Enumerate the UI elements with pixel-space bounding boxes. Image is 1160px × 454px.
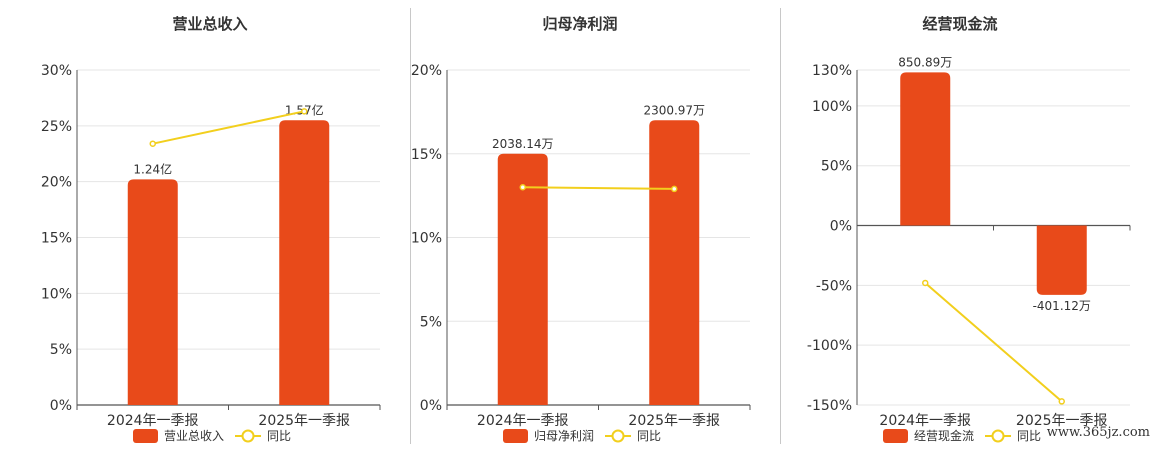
y-tick-label: 130% <box>812 63 852 79</box>
watermark: www.365jz.com <box>1046 425 1150 440</box>
legend-label: 同比 <box>267 429 291 443</box>
legend-line-marker <box>241 429 255 443</box>
chart-title: 营业总收入 <box>172 15 247 33</box>
y-tick-label: 0% <box>50 398 72 414</box>
legend-line-marker <box>611 429 625 443</box>
line-point <box>922 279 929 287</box>
line-point <box>1058 398 1065 405</box>
y-tick-label: -50% <box>816 278 852 294</box>
bar <box>649 120 700 405</box>
data-label: 1.24亿 <box>133 161 172 176</box>
data-label: 850.89万 <box>898 55 952 69</box>
series-line <box>924 282 1063 403</box>
x-tick-label: 2025年一季报 <box>628 413 720 429</box>
legend-label: 归母净利润 <box>534 429 594 443</box>
y-tick-label: 10% <box>411 231 442 247</box>
line-point <box>301 108 308 115</box>
x-tick-label: 2025年一季报 <box>1016 413 1108 429</box>
line-point <box>671 185 678 193</box>
y-tick-label: 100% <box>812 99 852 115</box>
y-tick-label: 5% <box>420 314 442 330</box>
y-tick-label: 10% <box>41 286 72 302</box>
bar <box>900 72 951 226</box>
panel-divider <box>780 8 781 444</box>
x-tick-label: 2025年一季报 <box>258 413 350 429</box>
legend-line-marker <box>991 429 1005 443</box>
chart-title: 归母净利润 <box>542 15 617 33</box>
y-tick-label: 15% <box>41 231 72 247</box>
y-tick-label: 30% <box>41 63 72 79</box>
legend-bar-swatch <box>133 429 158 443</box>
bar <box>497 153 548 405</box>
y-tick-label: -100% <box>807 338 852 354</box>
legend-label: 同比 <box>1017 429 1041 443</box>
data-label: 2300.97万 <box>643 103 705 117</box>
line-point <box>149 140 156 147</box>
y-tick-label: -150% <box>807 398 852 414</box>
y-tick-label: 20% <box>411 63 442 79</box>
legend-bar-swatch <box>503 429 528 443</box>
legend-label: 营业总收入 <box>164 429 224 443</box>
y-tick-label: 15% <box>411 147 442 163</box>
series-line <box>522 186 675 190</box>
data-label: -401.12万 <box>1033 299 1091 313</box>
x-tick-label: 2024年一季报 <box>879 413 971 429</box>
y-tick-label: 5% <box>50 342 72 358</box>
legend-label: 经营现金流 <box>914 428 974 443</box>
y-tick-label: 0% <box>830 219 852 235</box>
y-tick-label: 0% <box>420 398 442 414</box>
x-tick-label: 2024年一季报 <box>107 413 199 429</box>
legend-label: 同比 <box>637 429 661 443</box>
line-point <box>519 184 526 191</box>
data-label: 2038.14万 <box>492 137 554 151</box>
series-line <box>152 110 305 145</box>
chart-title: 经营现金流 <box>922 15 997 33</box>
y-tick-label: 50% <box>821 159 852 175</box>
bar <box>279 120 330 405</box>
bar <box>127 179 178 405</box>
legend-bar-swatch <box>883 429 908 443</box>
y-tick-label: 25% <box>41 119 72 135</box>
y-tick-label: 20% <box>41 175 72 191</box>
bar <box>1036 225 1087 295</box>
x-tick-label: 2024年一季报 <box>477 413 569 429</box>
panel-divider <box>410 8 411 444</box>
